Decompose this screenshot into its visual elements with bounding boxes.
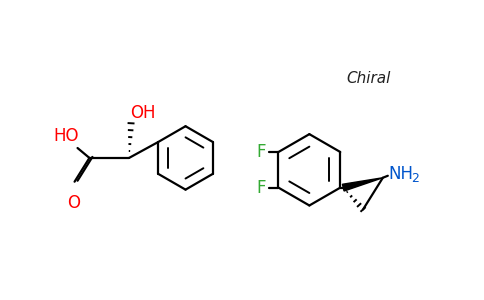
Text: HO: HO <box>53 127 78 145</box>
Text: O: O <box>67 194 80 211</box>
Polygon shape <box>342 178 383 191</box>
Text: F: F <box>256 178 265 196</box>
Text: Chiral: Chiral <box>347 71 391 86</box>
Text: OH: OH <box>130 104 156 122</box>
Text: NH: NH <box>389 165 414 183</box>
Text: 2: 2 <box>411 172 420 185</box>
Text: F: F <box>256 143 265 161</box>
